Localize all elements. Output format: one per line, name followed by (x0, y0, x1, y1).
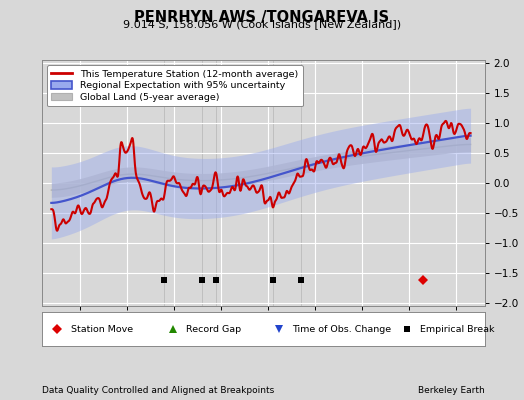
Text: Station Move: Station Move (71, 324, 133, 334)
Text: Berkeley Earth: Berkeley Earth (418, 386, 485, 395)
Text: Empirical Break: Empirical Break (420, 324, 495, 334)
Text: Data Quality Controlled and Aligned at Breakpoints: Data Quality Controlled and Aligned at B… (42, 386, 274, 395)
Legend: This Temperature Station (12-month average), Regional Expectation with 95% uncer: This Temperature Station (12-month avera… (47, 65, 303, 106)
Text: PENRHYN AWS /TONGAREVA IS: PENRHYN AWS /TONGAREVA IS (135, 10, 389, 25)
Text: 9.014 S, 158.056 W (Cook Islands [New Zealand]): 9.014 S, 158.056 W (Cook Islands [New Ze… (123, 19, 401, 29)
Text: Record Gap: Record Gap (186, 324, 241, 334)
Text: Time of Obs. Change: Time of Obs. Change (292, 324, 391, 334)
